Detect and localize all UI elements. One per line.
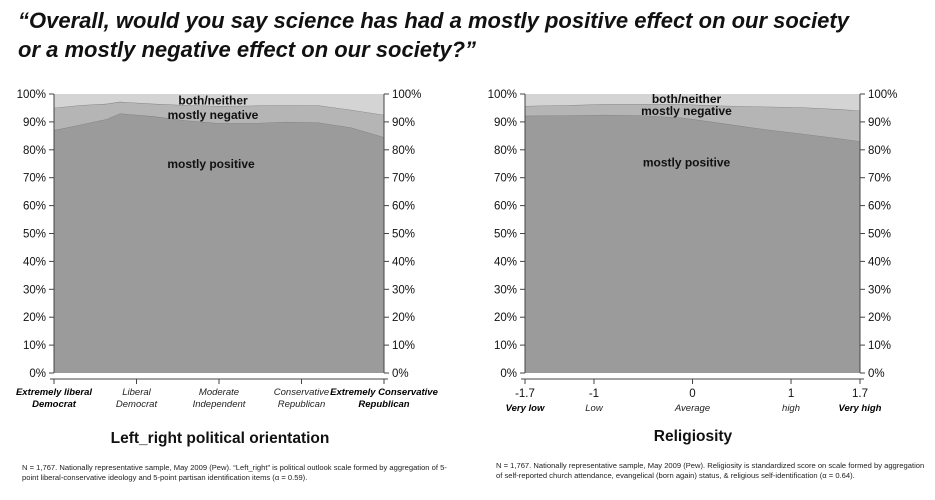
religiosity-xtick-label: 1 xyxy=(788,388,794,400)
political-ytick-label-left: 50% xyxy=(23,229,46,241)
religiosity-ytick-label-left: 90% xyxy=(494,117,517,129)
chart-title-line-1: “Overall, would you say science has had … xyxy=(18,8,849,33)
political-ytick-label-left: 40% xyxy=(23,256,46,268)
religiosity-ytick-label-left: 0% xyxy=(500,368,517,380)
political-xtick-label: Moderate xyxy=(199,387,239,398)
political-label-both-neither: both/neither xyxy=(178,93,248,107)
political-xtick-label: Extremely liberal xyxy=(16,387,92,398)
religiosity-xtick-label: 1.7 xyxy=(852,388,868,400)
religiosity-xtick-sublabel: Low xyxy=(585,403,604,414)
religiosity-ytick-label-right: 100% xyxy=(868,89,897,101)
political-ytick-label-left: 30% xyxy=(23,284,46,296)
political-area-mostly-negative xyxy=(54,101,384,138)
political-ytick-label-right: 30% xyxy=(392,284,415,296)
political-ytick-label-right: 100% xyxy=(392,89,421,101)
political-ytick-label-right: 20% xyxy=(392,312,415,324)
political-label-mostly-positive: mostly positive xyxy=(167,157,255,171)
political-ytick-label-right: 80% xyxy=(392,145,415,157)
religiosity-axis-title: Religiosity xyxy=(653,428,733,445)
religiosity-xtick-sublabel: high xyxy=(782,403,800,414)
political-orientation-axis-title: Left_right political orientation xyxy=(110,430,330,447)
political-ytick-label-left: 60% xyxy=(23,201,46,213)
religiosity-note: N = 1,767. Nationally representative sam… xyxy=(496,461,925,480)
religiosity-ytick-label-left: 10% xyxy=(494,340,517,352)
political-xtick-label: Republican xyxy=(358,399,409,410)
political-boundary-mostly-positive xyxy=(53,113,385,138)
religiosity-xtick-label: -1.7 xyxy=(515,388,535,400)
political-area-mostly-positive xyxy=(54,113,384,373)
chart-title: “Overall, would you say science has had … xyxy=(18,6,918,64)
political-ytick-label-left: 90% xyxy=(23,117,46,129)
religiosity-ytick-label-right: 80% xyxy=(868,145,891,157)
religiosity-ytick-label-left: 50% xyxy=(494,229,517,241)
political-label-mostly-negative: mostly negative xyxy=(168,108,259,122)
religiosity-ytick-label-right: 60% xyxy=(868,201,891,213)
religiosity-xtick-sublabel: Very high xyxy=(839,403,882,414)
religiosity-ytick-label-right: 70% xyxy=(868,173,891,185)
religiosity-ytick-label-left: 30% xyxy=(494,284,517,296)
political-xtick-label: Democrat xyxy=(116,399,158,410)
political-orientation-chart: 0% 0% 10% 10% 20% 20% 30% 30% 40% 40% 50% 50% 60% 60%… xyxy=(16,89,439,410)
political-ytick-label-left: 0% xyxy=(29,368,46,380)
religiosity-ytick-label-right: 30% xyxy=(868,284,891,296)
political-ytick-label-left: 80% xyxy=(23,145,46,157)
religiosity-area-both-neither xyxy=(525,94,860,111)
political-ytick-label-right: 70% xyxy=(392,173,415,185)
political-ytick-label-right: 40% xyxy=(392,256,415,268)
religiosity-ytick-label-right: 90% xyxy=(868,117,891,129)
religiosity-ytick-label-right: 10% xyxy=(868,340,891,352)
religiosity-area-mostly-negative xyxy=(525,104,860,142)
political-ytick-label-right: 60% xyxy=(392,201,415,213)
religiosity-ytick-label-right: 50% xyxy=(868,229,891,241)
religiosity-label-mostly-positive: mostly positive xyxy=(643,156,731,170)
political-xtick-label: Democrat xyxy=(32,399,77,410)
religiosity-area-mostly-positive xyxy=(525,114,860,374)
political-area-both-neither xyxy=(54,94,384,115)
political-ytick-label-left: 20% xyxy=(23,312,46,324)
religiosity-chart: 0% 0% 10% 10% 20% 20% 30% 30% 40% 40% 50% 50% 60% 60%… xyxy=(488,89,898,414)
religiosity-ytick-label-left: 60% xyxy=(494,201,517,213)
religiosity-ytick-label-left: 100% xyxy=(488,89,517,101)
religiosity-xtick-label: -1 xyxy=(589,388,599,400)
religiosity-xtick-label: 0 xyxy=(689,388,695,400)
political-ytick-label-right: 0% xyxy=(392,368,409,380)
political-ytick-label-right: 50% xyxy=(392,229,415,241)
religiosity-label-mostly-negative: mostly negative xyxy=(641,104,732,118)
political-ytick-label-left: 10% xyxy=(23,340,46,352)
political-xtick-label: Republican xyxy=(278,399,326,410)
political-ytick-label-right: 10% xyxy=(392,340,415,352)
religiosity-ytick-label-left: 40% xyxy=(494,256,517,268)
religiosity-label-both-neither: both/neither xyxy=(652,92,722,106)
political-ytick-label-left: 100% xyxy=(17,89,46,101)
religiosity-xtick-sublabel: Average xyxy=(674,403,710,414)
political-xtick-label: Liberal xyxy=(122,387,151,398)
religiosity-ytick-label-left: 80% xyxy=(494,145,517,157)
religiosity-ytick-label-left: 20% xyxy=(494,312,517,324)
political-xtick-label: Independent xyxy=(193,399,246,410)
religiosity-ytick-label-left: 70% xyxy=(494,173,517,185)
religiosity-ytick-label-right: 20% xyxy=(868,312,891,324)
political-orientation-note: N = 1,767. Nationally representative sam… xyxy=(22,463,447,482)
political-ytick-label-left: 70% xyxy=(23,173,46,185)
political-ytick-label-right: 90% xyxy=(392,117,415,129)
religiosity-ytick-label-right: 40% xyxy=(868,256,891,268)
religiosity-xtick-sublabel: Very low xyxy=(506,403,545,414)
political-xtick-label: Extremely Conservative xyxy=(330,387,438,398)
chart-title-line-2: or a mostly negative effect on our socie… xyxy=(18,37,477,62)
political-xtick-label: Conservative xyxy=(274,387,329,398)
religiosity-ytick-label-right: 0% xyxy=(868,368,885,380)
